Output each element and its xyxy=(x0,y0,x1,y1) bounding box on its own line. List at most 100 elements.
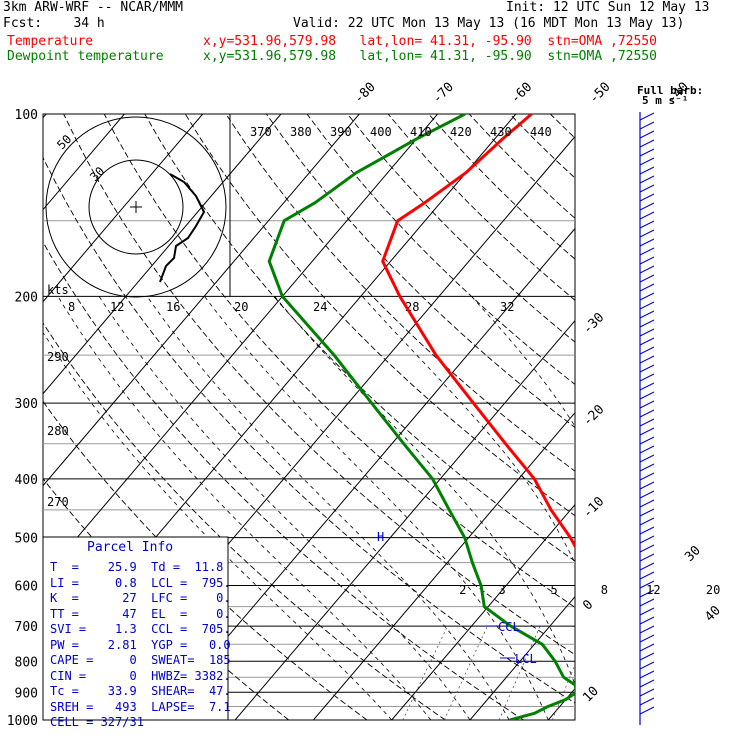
wind-barb xyxy=(640,230,654,237)
pressure-tick-label: 700 xyxy=(15,620,38,635)
isotherm-line xyxy=(313,114,740,720)
dry-adiabat xyxy=(672,114,740,720)
mixing-ratio-label: 8 xyxy=(601,583,608,597)
dry-adiabat xyxy=(307,114,740,720)
mixing-ratio-line xyxy=(664,626,698,720)
wind-barb xyxy=(640,383,654,390)
wind-barb xyxy=(640,527,654,534)
wind-barb xyxy=(640,248,654,255)
theta-label: 430 xyxy=(490,125,512,139)
moist-adiabat xyxy=(205,296,549,720)
wind-barb xyxy=(640,455,654,462)
pressure-tick-label: 300 xyxy=(15,397,38,412)
hodograph-speed-tick: 24 xyxy=(313,300,327,314)
wind-barb xyxy=(640,203,654,210)
wind-barb xyxy=(640,419,654,426)
theta-label: 380 xyxy=(290,125,312,139)
dry-adiabat xyxy=(591,114,740,720)
forecast-hour: Fcst: 34 h xyxy=(3,17,105,31)
mixing-ratio-line xyxy=(600,626,637,720)
pressure-tick-label: 400 xyxy=(15,473,38,488)
wind-barb xyxy=(640,473,654,480)
wind-barb xyxy=(640,428,654,435)
wind-barb xyxy=(640,257,654,264)
hodograph-speed-tick: 8 xyxy=(68,300,75,314)
wind-barb xyxy=(640,446,654,453)
wind-barb xyxy=(640,608,654,615)
wind-barb xyxy=(640,662,654,669)
wind-barb xyxy=(640,635,654,642)
parcel-info-row: T = 25.9 Td = 11.8 xyxy=(50,560,223,575)
wind-barb xyxy=(640,131,654,138)
wind-barb xyxy=(640,653,654,660)
wind-barb xyxy=(640,410,654,417)
wind-barb xyxy=(640,239,654,246)
isotherm-top-label: -50 xyxy=(586,80,613,107)
moist-adiabat xyxy=(596,296,705,720)
isotherm-top-label: -80 xyxy=(352,80,379,107)
wind-barb xyxy=(640,185,654,192)
dry-adiabat xyxy=(388,114,740,720)
hodograph-speed-tick: 12 xyxy=(110,300,124,314)
parcel-info-row: CIN = 0 HWBZ= 3382. xyxy=(50,669,231,684)
parcel-info-row: CELL = 327/31 xyxy=(50,715,144,730)
wind-barb xyxy=(640,284,654,291)
wind-barb xyxy=(640,302,654,309)
isotherm-right-label: -30 xyxy=(580,310,607,337)
model-title: 3km ARW-WRF -- NCAR/MMM xyxy=(3,1,183,15)
wind-barb xyxy=(640,392,654,399)
hodograph-speed-tick: 32 xyxy=(500,300,514,314)
isotherm-line xyxy=(548,114,740,720)
pressure-tick-label: 500 xyxy=(15,532,38,547)
wind-barb xyxy=(640,158,654,165)
isotherm-right-label: 0 xyxy=(580,597,596,613)
mixing-ratio-label: 3 xyxy=(498,583,505,597)
init-time: Init: 12 UTC Sun 12 May 13 xyxy=(506,1,710,15)
theta-label: 390 xyxy=(330,125,352,139)
dewpoint-legend-label: Dewpoint temperature xyxy=(7,50,164,64)
ccl-label: CCL xyxy=(498,620,520,634)
isotherm-right-label: -20 xyxy=(580,402,607,429)
wind-barb xyxy=(640,689,654,696)
pressure-tick-label: 1000 xyxy=(7,714,38,729)
isotherm-right-label: 10 xyxy=(580,684,602,706)
parcel-info-row: SVI = 1.3 CCL = 705. xyxy=(50,622,231,637)
wind-barb xyxy=(640,437,654,444)
moist-adiabat xyxy=(710,296,740,720)
hodograph-ring-label: 50 xyxy=(54,132,74,152)
dry-adiabat xyxy=(348,114,740,720)
wind-barb xyxy=(640,329,654,336)
valid-time: Valid: 22 UTC Mon 13 May 13 (16 MDT Mon … xyxy=(293,17,684,31)
wind-barb xyxy=(640,221,654,228)
pressure-tick-label: 600 xyxy=(15,580,38,595)
temperature-legend-label: Temperature xyxy=(7,35,93,49)
theta-label: 410 xyxy=(410,125,432,139)
wind-barb xyxy=(640,320,654,327)
wind-barb xyxy=(640,464,654,471)
parcel-info-row: TT = 47 EL = 0. xyxy=(50,607,231,622)
h-marker: H xyxy=(377,530,384,544)
isotherm-top-label: -70 xyxy=(430,80,457,107)
wind-barb xyxy=(640,644,654,651)
wind-barb xyxy=(640,509,654,516)
pressure-tick-label: 900 xyxy=(15,686,38,701)
mixing-ratio-label: 20 xyxy=(706,583,720,597)
parcel-info-row: CAPE = 0 SWEAT= 185 xyxy=(50,653,231,668)
parcel-info-row: Tc = 33.9 SHEAR= 47. xyxy=(50,684,231,699)
isotherm-top-label: -60 xyxy=(508,80,535,107)
parcel-info-row: K = 27 LFC = 0. xyxy=(50,591,231,606)
lcl-label: LCL xyxy=(515,652,537,666)
isotherm-line xyxy=(392,114,740,720)
dry-adiabat xyxy=(713,114,740,720)
hodograph-trace xyxy=(160,174,204,282)
moist-adiabat xyxy=(472,296,666,720)
isotherm-right-label: -10 xyxy=(580,494,607,521)
pressure-tick-label: 800 xyxy=(15,655,38,670)
wind-barbs: Full barb:5 m s⁻¹ xyxy=(637,84,703,725)
wind-barb xyxy=(640,545,654,552)
wind-barb xyxy=(640,599,654,606)
dewpoint-station-info: x,y=531.96,579.98 lat,lon= 41.31, -95.90… xyxy=(203,50,657,64)
wind-barb xyxy=(640,617,654,624)
theta-label: 440 xyxy=(530,125,552,139)
theta-label: 420 xyxy=(450,125,472,139)
